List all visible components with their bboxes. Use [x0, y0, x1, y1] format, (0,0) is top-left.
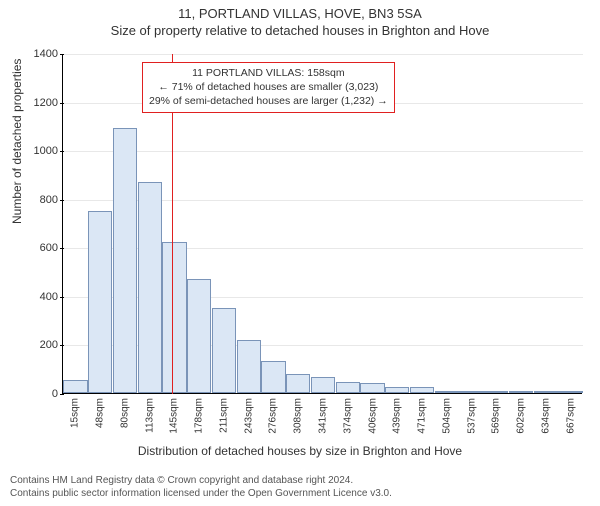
- histogram-bar: [187, 279, 211, 393]
- histogram-bar: [113, 128, 137, 393]
- footer-attribution: Contains HM Land Registry data © Crown c…: [10, 474, 392, 500]
- x-tick-label: 243sqm: [243, 398, 254, 434]
- y-tick-label: 200: [18, 339, 58, 351]
- histogram-bar: [212, 308, 236, 393]
- footer-line-2: Contains public sector information licen…: [10, 487, 392, 500]
- histogram-bar: [286, 374, 310, 393]
- info-line-3: 29% of semi-detached houses are larger (…: [149, 94, 388, 108]
- x-tick-label: 439sqm: [392, 398, 403, 434]
- x-tick-label: 276sqm: [268, 398, 279, 434]
- x-tick-label: 308sqm: [293, 398, 304, 434]
- x-tick-label: 374sqm: [342, 398, 353, 434]
- y-tick-label: 800: [18, 194, 58, 206]
- gridline: [63, 54, 583, 55]
- x-tick-label: 406sqm: [367, 398, 378, 434]
- histogram-bar: [237, 340, 261, 393]
- histogram-bar: [410, 387, 434, 393]
- histogram-bar: [360, 383, 384, 393]
- histogram-bar: [484, 391, 508, 393]
- histogram-bar: [435, 391, 459, 393]
- info-line-2: ← 71% of detached houses are smaller (3,…: [149, 80, 388, 94]
- x-tick-label: 15sqm: [70, 398, 81, 428]
- y-tick-label: 400: [18, 291, 58, 303]
- x-axis-label: Distribution of detached houses by size …: [0, 444, 600, 458]
- histogram-bar: [385, 387, 409, 393]
- y-tick-label: 1000: [18, 145, 58, 157]
- x-tick-label: 341sqm: [318, 398, 329, 434]
- y-tick-label: 0: [18, 388, 58, 400]
- x-tick-label: 471sqm: [417, 398, 428, 434]
- x-tick-label: 504sqm: [441, 398, 452, 434]
- x-tick-label: 602sqm: [516, 398, 527, 434]
- y-tick-label: 600: [18, 242, 58, 254]
- histogram-bar: [311, 377, 335, 393]
- histogram-chart: 020040060080010001200140015sqm48sqm80sqm…: [62, 54, 582, 394]
- histogram-bar: [336, 382, 360, 393]
- x-tick-label: 537sqm: [466, 398, 477, 434]
- x-tick-label: 569sqm: [491, 398, 502, 434]
- x-tick-label: 634sqm: [540, 398, 551, 434]
- info-box: 11 PORTLAND VILLAS: 158sqm ← 71% of deta…: [142, 62, 395, 113]
- y-tick-label: 1200: [18, 97, 58, 109]
- y-tick-label: 1400: [18, 48, 58, 60]
- x-tick-label: 178sqm: [194, 398, 205, 434]
- info-line-1: 11 PORTLAND VILLAS: 158sqm: [149, 66, 388, 80]
- title-address: 11, PORTLAND VILLAS, HOVE, BN3 5SA: [0, 6, 600, 21]
- histogram-bar: [138, 182, 162, 393]
- x-tick-label: 48sqm: [95, 398, 106, 428]
- x-tick-label: 211sqm: [218, 398, 229, 433]
- histogram-bar: [88, 211, 112, 393]
- histogram-bar: [63, 380, 87, 393]
- x-tick-label: 667sqm: [565, 398, 576, 434]
- gridline: [63, 151, 583, 152]
- histogram-bar: [558, 391, 582, 393]
- histogram-bar: [261, 361, 285, 393]
- x-tick-label: 145sqm: [169, 398, 180, 434]
- histogram-bar: [509, 391, 533, 393]
- x-tick-label: 113sqm: [144, 398, 155, 433]
- title-subtitle: Size of property relative to detached ho…: [0, 23, 600, 38]
- x-tick-label: 80sqm: [119, 398, 130, 428]
- histogram-bar: [534, 391, 558, 393]
- histogram-bar: [162, 242, 186, 393]
- histogram-bar: [459, 391, 483, 393]
- footer-line-1: Contains HM Land Registry data © Crown c…: [10, 474, 392, 487]
